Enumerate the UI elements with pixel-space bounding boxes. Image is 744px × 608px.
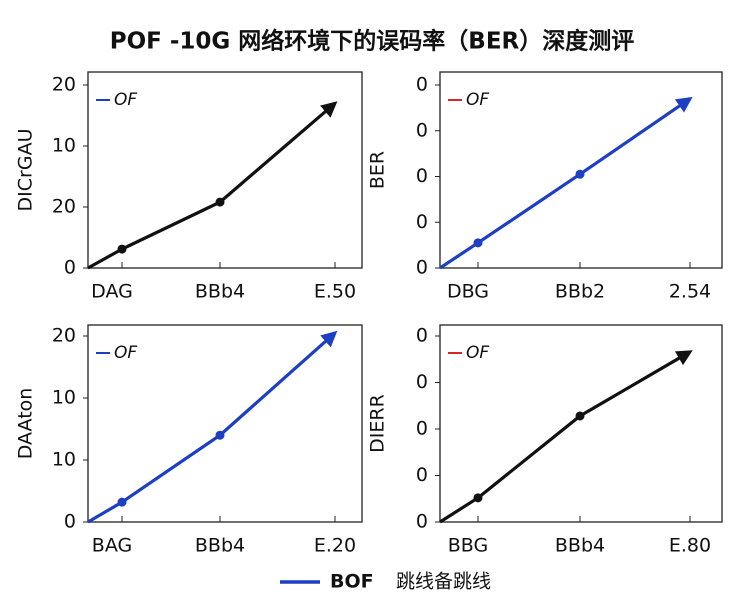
- x-tick-label: BBb2: [555, 281, 605, 303]
- data-point: [215, 197, 225, 207]
- legend-label: BOF: [330, 571, 374, 593]
- legend-label: OF: [114, 90, 137, 110]
- lead-in: [439, 496, 479, 524]
- plot-frame: [87, 324, 363, 523]
- y-axis-label: BER: [367, 151, 389, 189]
- x-tick-label: E.80: [669, 535, 711, 557]
- x-tick-label: E.20: [314, 535, 356, 557]
- data-point: [215, 430, 225, 440]
- y-tick-label: 0: [64, 511, 76, 533]
- y-axis-label: DAAton: [15, 388, 37, 460]
- y-tick-label: 0: [416, 74, 428, 96]
- y-tick-label: 10: [52, 135, 76, 157]
- y-tick-label: 0: [416, 211, 428, 233]
- x-tick-label: BBb4: [555, 535, 605, 557]
- x-tick-label: BBG: [448, 535, 488, 557]
- data-point: [473, 493, 483, 503]
- plot-frame: [439, 71, 723, 269]
- x-tick-label: BBb4: [195, 535, 245, 557]
- y-tick-label: 0: [416, 464, 428, 486]
- lead-in: [87, 500, 123, 524]
- plot-frame: [87, 71, 363, 269]
- legend-label: 跳线备跳线: [396, 571, 491, 593]
- y-tick-label: 0: [416, 257, 428, 279]
- lead-in: [87, 247, 123, 270]
- legend-label: OF: [466, 90, 489, 110]
- y-tick-label: 10: [52, 387, 76, 409]
- x-tick-label: BBb4: [195, 281, 245, 303]
- y-tick-label: 20: [52, 74, 76, 96]
- data-line: [476, 350, 693, 500]
- y-tick-label: 0: [416, 165, 428, 187]
- y-tick-label: 10: [52, 449, 76, 471]
- x-tick-label: DAG: [91, 281, 133, 303]
- data-line: [121, 330, 338, 504]
- chart-title: POF -10G 网络环境下的误码率（BER）深度测评: [110, 28, 635, 55]
- lead-in: [439, 241, 479, 270]
- y-tick-label: 20: [52, 325, 76, 347]
- x-tick-label: E.50: [314, 281, 356, 303]
- data-point: [575, 169, 585, 179]
- x-tick-label: 2.54: [669, 281, 711, 303]
- plot-frame: [439, 324, 723, 523]
- data-point: [117, 497, 127, 507]
- y-tick-label: 0: [416, 325, 428, 347]
- y-axis-label: DIERR: [367, 394, 389, 453]
- y-axis-label: DICrGAU: [15, 129, 37, 212]
- y-tick-label: 0: [64, 257, 76, 279]
- y-tick-label: 0: [416, 371, 428, 393]
- y-tick-label: 0: [416, 418, 428, 440]
- data-point: [575, 411, 585, 421]
- x-tick-label: BAG: [92, 535, 132, 557]
- data-point: [473, 238, 483, 248]
- y-tick-label: 0: [416, 119, 428, 141]
- x-tick-label: DBG: [447, 281, 489, 303]
- legend-label: OF: [466, 343, 489, 363]
- legend-label: OF: [114, 343, 137, 363]
- data-line: [477, 96, 693, 245]
- data-line: [121, 101, 338, 251]
- y-tick-label: 20: [52, 196, 76, 218]
- data-point: [117, 244, 127, 254]
- y-tick-label: 0: [416, 511, 428, 533]
